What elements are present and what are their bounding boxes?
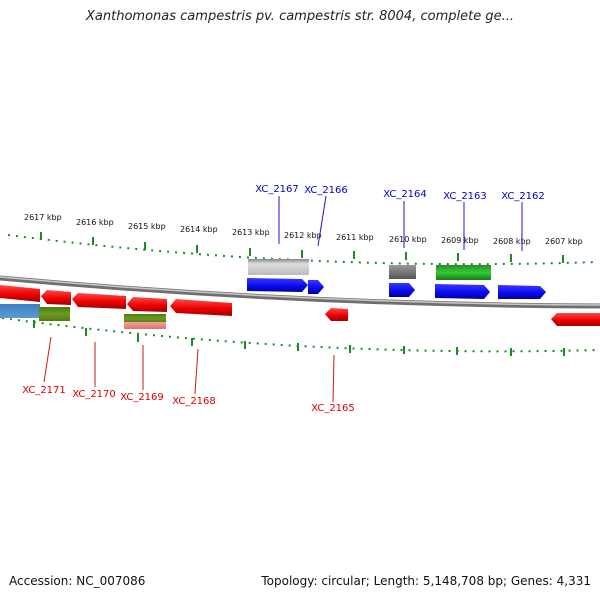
gene-reverse-right <box>551 313 600 326</box>
gene-XC_2169[interactable] <box>127 297 167 312</box>
gene-XC_2162[interactable] <box>498 285 546 299</box>
kbp-label: 2612 kbp <box>284 231 322 240</box>
gene-label-XC_2165[interactable]: XC_2165 <box>311 403 355 414</box>
gene-label-XC_2168[interactable]: XC_2168 <box>172 396 216 407</box>
genome-summary-text: Topology: circular; Length: 5,148,708 bp… <box>261 574 591 588</box>
gene-label-XC_2169[interactable]: XC_2169 <box>120 392 164 403</box>
kbp-label: 2609 kbp <box>441 236 479 245</box>
feature-green <box>436 265 491 280</box>
feature-gray-dark <box>389 265 416 279</box>
feature-pink <box>124 322 166 329</box>
upper-major-ticks <box>40 232 564 263</box>
feature-gray-light <box>248 259 309 275</box>
kbp-label: 2613 kbp <box>232 228 270 237</box>
lower-tick-track <box>1 317 599 353</box>
gene-label-XC_2170[interactable]: XC_2170 <box>72 389 116 400</box>
gene-XC_2165[interactable] <box>325 308 348 321</box>
feature-steel <box>0 304 40 318</box>
gene-label-XC_2164[interactable]: XC_2164 <box>383 189 427 200</box>
kbp-label: 2611 kbp <box>336 233 374 242</box>
gene-XC_2163[interactable] <box>435 284 490 299</box>
feature-olive-2 <box>124 314 166 323</box>
feature-olive <box>39 307 70 321</box>
gene-XC_2168[interactable] <box>170 299 232 316</box>
gene-label-XC_2171[interactable]: XC_2171 <box>22 385 66 396</box>
kbp-label: 2615 kbp <box>128 222 166 231</box>
gene-XC_2164[interactable] <box>389 283 415 297</box>
gene-label-XC_2162[interactable]: XC_2162 <box>501 191 545 202</box>
kbp-label: 2608 kbp <box>493 237 531 246</box>
gene-label-XC_2163[interactable]: XC_2163 <box>443 191 487 202</box>
accession-text: Accession: NC_007086 <box>9 574 146 588</box>
gene-label-XC_2166[interactable]: XC_2166 <box>304 185 348 196</box>
gene-XC_2171[interactable] <box>41 290 71 305</box>
kbp-label: 2607 kbp <box>545 237 583 246</box>
genome-title: Xanthomonas campestris pv. campestris st… <box>86 9 514 24</box>
genome-backbone <box>0 275 600 309</box>
gene-XC_2167[interactable] <box>247 278 308 292</box>
lower-major-ticks <box>33 320 565 356</box>
kbp-label: 2610 kbp <box>389 235 427 244</box>
kbp-label: 2616 kbp <box>76 218 114 227</box>
gene-XC_2170[interactable] <box>72 293 126 309</box>
gene-reverse-partial <box>0 285 40 302</box>
gene-XC_2166[interactable] <box>308 280 324 294</box>
gene-label-XC_2167[interactable]: XC_2167 <box>255 184 299 195</box>
kbp-label: 2614 kbp <box>180 225 218 234</box>
kbp-label: 2617 kbp <box>24 213 62 222</box>
